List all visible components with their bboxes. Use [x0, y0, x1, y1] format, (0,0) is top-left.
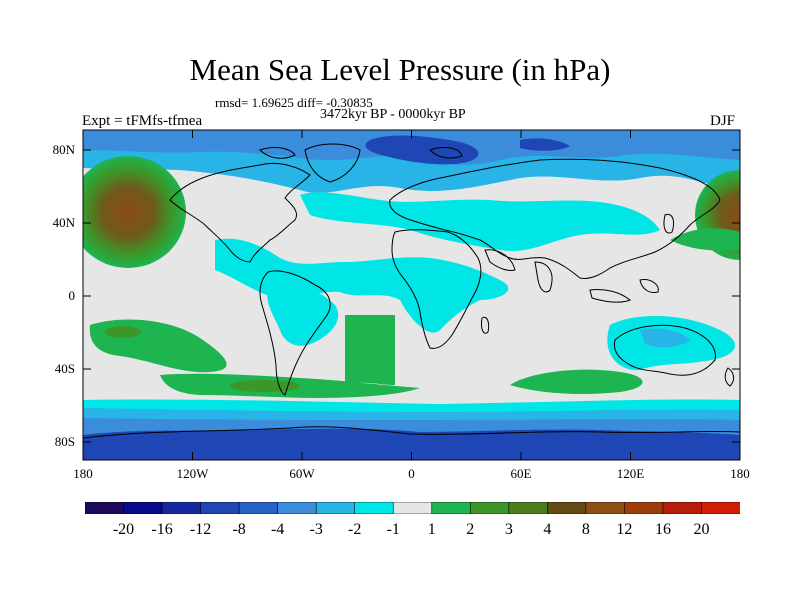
colorbar-label: 20 [693, 521, 710, 538]
colorbar-label: -16 [151, 521, 173, 538]
season-label: DJF [710, 113, 736, 129]
colorbar-label: 4 [543, 521, 552, 538]
chart-title: Mean Sea Level Pressure (in hPa) [189, 52, 611, 87]
colorbar-label: -8 [232, 521, 246, 538]
colorbar-label: 16 [654, 521, 671, 538]
period-label: 3472kyr BP - 0000kyr BP [320, 107, 466, 122]
arctic-core-2 [520, 138, 570, 151]
colorbar-swatch [585, 502, 626, 514]
colorbar-swatch [315, 502, 356, 514]
colorbar-swatch [123, 502, 163, 514]
indian-ocean-green [510, 369, 643, 394]
lat-label-0: 0 [68, 288, 76, 303]
tropics-cyan [215, 238, 509, 333]
colorbar-swatch [238, 502, 279, 514]
lon-label-180e: 180 [730, 466, 750, 481]
pacific-high-west [83, 156, 186, 268]
coastlines [83, 143, 740, 439]
eurasia-cyan [300, 192, 660, 252]
colorbar-swatch [354, 502, 395, 514]
colorbar-label: -20 [112, 521, 135, 538]
lon-label-120e: 120E [616, 466, 645, 481]
colorbar-label: 1 [427, 521, 436, 538]
lat-ticks [83, 149, 740, 443]
lon-label-0: 0 [408, 466, 415, 481]
experiment-label: Expt = tFMfs-tfmea [82, 113, 203, 129]
lat-label-40s: 40S [54, 361, 75, 376]
colorbar-label: -12 [189, 521, 212, 538]
colorbar-swatch [508, 502, 549, 514]
lon-label-60w: 60W [289, 466, 315, 481]
pacific-green-east [670, 228, 740, 251]
antarctic-core [83, 428, 740, 460]
colorbar-swatch [662, 502, 703, 514]
colorbar-label: 2 [466, 521, 475, 538]
colorbar-swatch [624, 502, 664, 514]
lat-label-40n: 40N [52, 215, 75, 230]
lon-label-180w: 180 [73, 466, 93, 481]
lon-label-60e: 60E [510, 466, 532, 481]
colorbar [85, 502, 740, 514]
colorbar-label: -2 [348, 521, 362, 538]
southern-green-core [230, 380, 300, 392]
stats-label: rmsd= 1.69625 diff= -0.30835 [215, 95, 373, 110]
australia-core [640, 328, 690, 348]
colorbar-swatch [469, 502, 510, 514]
south-pacific-core [105, 326, 141, 338]
colorbar-swatch [161, 502, 202, 514]
colorbar-swatch [85, 502, 125, 514]
colorbar-label: -1 [386, 521, 400, 538]
south-atlantic-green [345, 315, 395, 385]
lat-label-80s: 80S [54, 434, 75, 449]
colorbar-label: 12 [616, 521, 633, 538]
colorbar-label: -3 [309, 521, 323, 538]
colorbar-swatch [701, 502, 740, 514]
colorbar-label: 3 [504, 521, 513, 538]
colorbar-swatch [547, 502, 587, 514]
colorbar-swatch [200, 502, 240, 514]
colorbar-swatch [431, 502, 472, 514]
colorbar-label: 8 [581, 521, 590, 538]
south-america-cyan [267, 283, 339, 346]
lon-ticks [82, 130, 741, 460]
lon-label-120w: 120W [176, 466, 209, 481]
colorbar-swatch [392, 502, 433, 514]
colorbar-label: -4 [270, 521, 285, 538]
colorbar-swatch [277, 502, 317, 514]
lat-label-80n: 80N [52, 142, 75, 157]
arctic-core [365, 135, 479, 165]
